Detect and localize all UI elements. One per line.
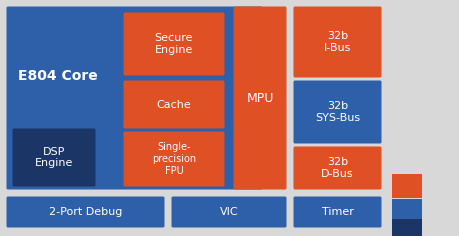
Text: Cache: Cache	[156, 100, 191, 110]
FancyBboxPatch shape	[391, 174, 421, 198]
FancyBboxPatch shape	[391, 199, 421, 219]
Text: VIC: VIC	[219, 207, 238, 217]
Text: 32b
D-Bus: 32b D-Bus	[320, 157, 353, 179]
FancyBboxPatch shape	[123, 13, 224, 76]
Text: E804 Core: E804 Core	[18, 69, 98, 83]
Text: Timer: Timer	[321, 207, 353, 217]
FancyBboxPatch shape	[6, 7, 262, 190]
Text: Single-
precision
FPU: Single- precision FPU	[151, 142, 196, 176]
FancyBboxPatch shape	[233, 7, 286, 190]
FancyBboxPatch shape	[6, 197, 164, 228]
Text: Secure
Engine: Secure Engine	[154, 33, 193, 55]
FancyBboxPatch shape	[123, 80, 224, 128]
FancyBboxPatch shape	[293, 7, 381, 77]
FancyBboxPatch shape	[171, 197, 286, 228]
FancyBboxPatch shape	[12, 128, 95, 186]
FancyBboxPatch shape	[391, 219, 421, 236]
FancyBboxPatch shape	[123, 131, 224, 186]
FancyBboxPatch shape	[293, 80, 381, 143]
Text: DSP
Engine: DSP Engine	[35, 147, 73, 168]
Text: 32b
I-Bus: 32b I-Bus	[323, 31, 350, 53]
Text: MPU: MPU	[246, 92, 273, 105]
Text: 2-Port Debug: 2-Port Debug	[49, 207, 122, 217]
FancyBboxPatch shape	[293, 147, 381, 190]
FancyBboxPatch shape	[293, 197, 381, 228]
Text: 32b
SYS-Bus: 32b SYS-Bus	[314, 101, 359, 123]
